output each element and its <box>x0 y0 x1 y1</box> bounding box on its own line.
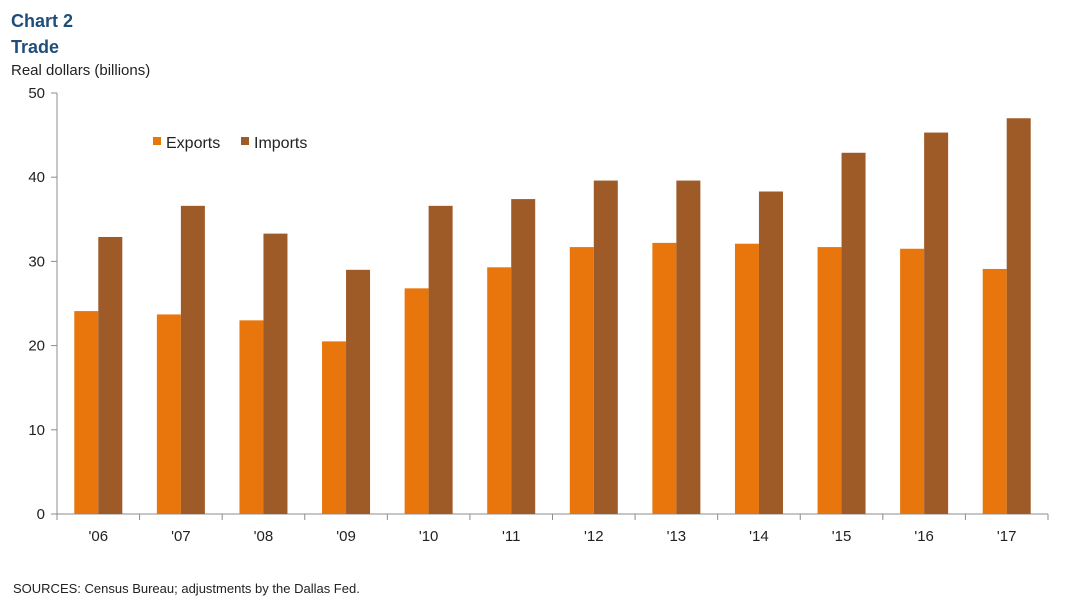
bar-exports-7 <box>652 242 677 514</box>
y-axis-label: Real dollars (billions) <box>11 62 151 79</box>
bar-exports-5 <box>487 267 512 514</box>
y-tick-label: 40 <box>28 169 45 186</box>
bar-exports-3 <box>322 341 347 514</box>
bar-imports-10 <box>924 132 949 514</box>
x-tick-label: '06 <box>89 528 109 545</box>
bar-exports-4 <box>404 288 429 514</box>
x-tick-label: '17 <box>997 528 1017 545</box>
bar-imports-7 <box>676 180 701 514</box>
y-tick-label: 30 <box>28 253 45 270</box>
bar-exports-9 <box>817 247 842 514</box>
bar-exports-10 <box>900 248 925 514</box>
chart-title: Trade <box>11 37 60 57</box>
legend-swatch-exports <box>153 137 161 145</box>
chart-number: Chart 2 <box>11 11 74 31</box>
bar-imports-3 <box>346 269 371 514</box>
x-tick-label: '11 <box>502 528 520 545</box>
bar-imports-5 <box>511 199 536 515</box>
bar-imports-0 <box>98 236 123 514</box>
bar-exports-11 <box>982 268 1007 514</box>
legend-swatch-imports <box>241 137 249 145</box>
bar-imports-2 <box>263 233 288 514</box>
legend-label-imports: Imports <box>254 135 307 152</box>
y-tick-label: 20 <box>28 338 45 355</box>
y-tick-label: 0 <box>37 506 45 523</box>
x-tick-label: '14 <box>749 528 769 545</box>
bar-imports-8 <box>758 191 783 514</box>
bar-exports-0 <box>74 311 99 514</box>
bar-imports-9 <box>841 152 866 515</box>
bar-exports-2 <box>239 320 264 514</box>
x-tick-label: '08 <box>254 528 274 545</box>
x-tick-label: '12 <box>584 528 604 545</box>
y-tick-label: 50 <box>28 85 45 102</box>
x-tick-label: '16 <box>914 528 934 545</box>
source-note: SOURCES: Census Bureau; adjustments by t… <box>13 581 360 596</box>
bar-exports-6 <box>569 247 594 514</box>
x-tick-label: '15 <box>832 528 852 545</box>
bar-imports-11 <box>1006 118 1031 514</box>
x-tick-label: '10 <box>419 528 439 545</box>
bar-imports-1 <box>180 205 205 514</box>
chart-title-block: Chart 2 Trade <box>11 8 73 60</box>
x-tick-label: '13 <box>667 528 687 545</box>
y-tick-label: 10 <box>28 422 45 439</box>
bar-exports-1 <box>156 314 181 514</box>
x-tick-label: '09 <box>336 528 356 545</box>
x-tick-label: '07 <box>171 528 191 545</box>
bar-imports-4 <box>428 205 453 514</box>
legend-label-exports: Exports <box>166 135 220 152</box>
bar-imports-6 <box>593 180 618 514</box>
bar-exports-8 <box>734 243 759 514</box>
